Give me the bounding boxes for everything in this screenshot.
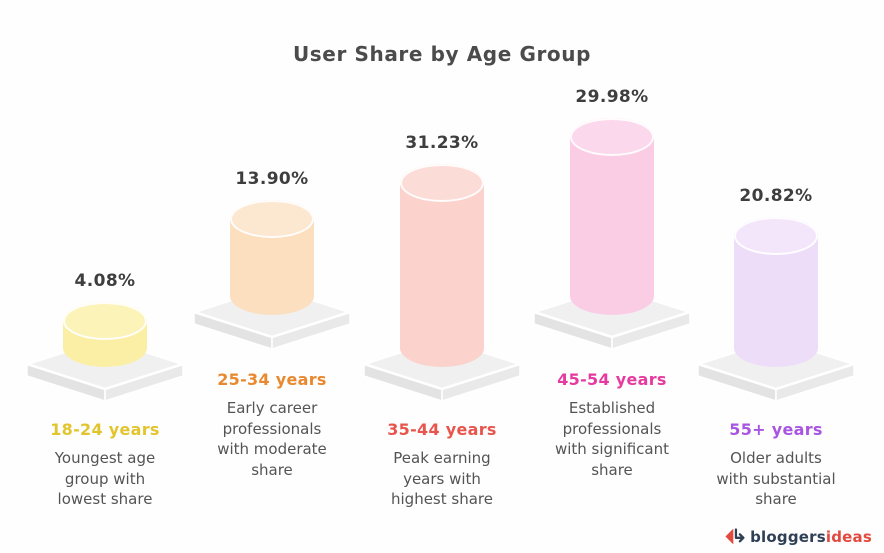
logo-text-primary: bloggers	[750, 527, 826, 546]
age-group-description: Established professionals with significa…	[554, 399, 670, 480]
age-group-label: 45-54 years	[557, 370, 667, 389]
cylinder-top-face	[400, 164, 484, 202]
age-group-description: Older adults with substantial share	[716, 449, 836, 509]
age-group-label: 35-44 years	[387, 420, 497, 439]
value-label: 31.23%	[405, 133, 479, 153]
bloggersideas-logo[interactable]: bloggersideas	[725, 526, 872, 547]
age-group-description: Early career professionals with moderate…	[217, 399, 327, 480]
bloggersideas-logo-icon	[725, 528, 745, 545]
age-group-description: Youngest age group with lowest share	[54, 449, 156, 509]
chart-title: User Share by Age Group	[292, 42, 592, 66]
bar-cylinder-25-34	[230, 200, 314, 315]
value-label: 29.98%	[575, 87, 649, 107]
bar-cylinder-45-54	[570, 118, 654, 315]
bar-cylinder-35-44	[400, 164, 484, 367]
age-group-label: 25-34 years	[217, 370, 327, 389]
logo-text-accent: ideas	[825, 527, 872, 546]
bar-cylinder-18-24	[63, 302, 147, 367]
cylinder-top-face	[734, 217, 818, 255]
age-group-label: 18-24 years	[50, 420, 160, 439]
value-label: 20.82%	[739, 186, 813, 206]
cylinder-top-face	[570, 118, 654, 156]
age-group-description: Peak earning years with highest share	[391, 449, 493, 509]
value-label: 4.08%	[74, 271, 136, 291]
bar-cylinder-55-plus	[734, 217, 818, 367]
value-label: 13.90%	[235, 169, 309, 189]
cylinder-top-face	[63, 302, 147, 340]
age-group-label: 55+ years	[729, 420, 823, 439]
cylinder-top-face	[230, 200, 314, 238]
